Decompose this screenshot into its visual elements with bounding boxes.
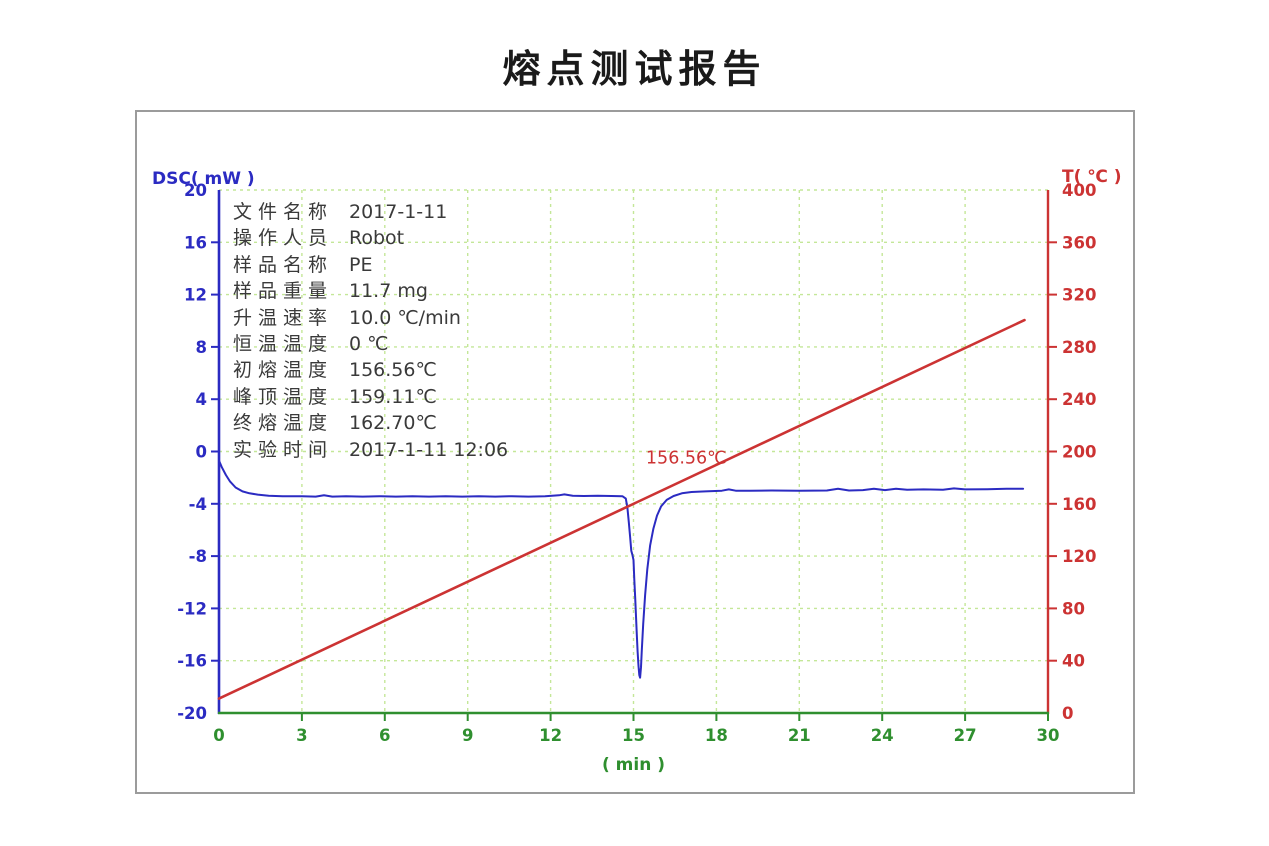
info-value: 162.70℃ [349, 412, 437, 435]
left-axis-tick-label: -16 [177, 652, 207, 671]
info-value: 11.7 mg [349, 280, 428, 303]
right-axis-tick-label: 160 [1062, 495, 1096, 514]
right-axis-tick-label: 40 [1062, 652, 1085, 671]
right-axis-title: T( ℃ ) [1062, 167, 1122, 187]
x-axis-tick-label: 30 [1037, 726, 1060, 745]
right-axis-tick-label: 400 [1062, 181, 1096, 200]
info-label: 操作人员 [233, 227, 334, 250]
info-value: 0 ℃ [349, 333, 389, 356]
info-value: 156.56℃ [349, 359, 437, 382]
info-panel: 文件名称 2017-1-11 操作人员 Robot 样品名称 PE 样品重量 1… [233, 199, 563, 463]
right-axis-tick-label: 0 [1062, 704, 1073, 723]
info-row-sample-weight: 样品重量 11.7 mg [233, 278, 563, 304]
x-axis-title: ( min ) [602, 755, 665, 775]
dsc-curve [218, 459, 1025, 679]
info-row-sample-name: 样品名称 PE [233, 252, 563, 278]
info-row-file-name: 文件名称 2017-1-11 [233, 199, 563, 225]
x-axis-tick-label: 18 [705, 726, 728, 745]
info-value: 2017-1-11 [349, 201, 448, 223]
x-axis-tick-label: 21 [788, 726, 811, 745]
melting-point-annotation: 156.56℃ [646, 448, 727, 468]
info-value: PE [349, 253, 373, 276]
info-row-operator: 操作人员 Robot [233, 225, 563, 251]
x-axis-tick-label: 9 [462, 726, 473, 745]
left-axis-tick-label: 8 [196, 338, 207, 357]
left-axis-tick-label: -4 [189, 495, 207, 514]
info-label: 样品名称 [233, 253, 334, 276]
right-axis-tick-label: 200 [1062, 443, 1096, 462]
info-label: 文件名称 [233, 201, 334, 223]
right-axis-tick-label: 320 [1062, 286, 1096, 305]
temperature-line [217, 318, 1026, 700]
right-axis-tick-label: 280 [1062, 338, 1096, 357]
info-row-isothermal-temp: 恒温温度 0 ℃ [233, 331, 563, 357]
x-axis-tick-label: 27 [954, 726, 977, 745]
left-axis-tick-label: -20 [177, 704, 207, 723]
left-axis-tick-label: 12 [184, 286, 207, 305]
x-axis-tick-label: 24 [871, 726, 894, 745]
left-axis-tick-label: 16 [184, 233, 207, 252]
left-axis-tick-label: -12 [177, 599, 207, 618]
x-axis-tick-label: 3 [296, 726, 307, 745]
info-value: 10.0 ℃/min [349, 306, 461, 329]
right-axis-tick-label: 240 [1062, 390, 1096, 409]
info-label: 样品重量 [233, 280, 334, 303]
x-axis-tick-label: 12 [539, 726, 562, 745]
x-axis-tick-label: 15 [622, 726, 645, 745]
info-label: 终熔温度 [233, 412, 334, 435]
page-title: 熔点测试报告 [502, 47, 767, 91]
info-row-experiment-time: 实验时间 2017-1-11 12:06 [233, 437, 563, 463]
info-value: 2017-1-11 12:06 [349, 438, 509, 461]
info-row-final-melting-temp: 终熔温度 162.70℃ [233, 410, 563, 436]
info-row-initial-melting-temp: 初熔温度 156.56℃ [233, 357, 563, 383]
info-label: 初熔温度 [233, 359, 334, 382]
right-axis-tick-label: 120 [1062, 547, 1096, 566]
info-label: 峰顶温度 [233, 385, 334, 408]
left-axis-tick-label: 4 [196, 390, 207, 409]
info-label: 升温速率 [233, 306, 334, 329]
info-value: Robot [349, 227, 405, 250]
left-axis-tick-label: -8 [189, 547, 207, 566]
info-row-heating-rate: 升温速率 10.0 ℃/min [233, 305, 563, 331]
info-value: 159.11℃ [349, 385, 437, 408]
info-label: 恒温温度 [233, 333, 334, 356]
left-axis-tick-label: 20 [184, 181, 207, 200]
info-row-peak-temp: 峰顶温度 159.11℃ [233, 384, 563, 410]
right-axis-tick-label: 360 [1062, 233, 1096, 252]
x-axis-tick-label: 0 [213, 726, 224, 745]
x-axis-tick-label: 6 [379, 726, 390, 745]
left-axis-tick-label: 0 [196, 443, 207, 462]
right-axis-tick-label: 80 [1062, 599, 1085, 618]
info-label: 实验时间 [233, 438, 334, 461]
left-axis-title: DSC( mW ) [152, 169, 255, 189]
